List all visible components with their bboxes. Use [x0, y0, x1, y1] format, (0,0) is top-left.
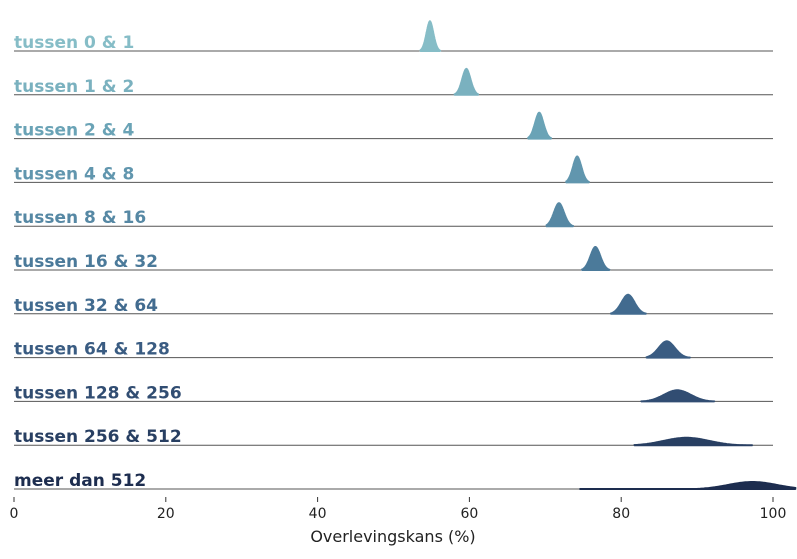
density-ridge — [579, 481, 797, 490]
density-ridge — [633, 436, 753, 446]
ridge-row: tussen 128 & 256 — [14, 383, 773, 403]
ridge-row: tussen 2 & 4 — [14, 111, 773, 141]
row-label: tussen 0 & 1 — [14, 33, 134, 53]
ridge-row: tussen 16 & 32 — [14, 246, 773, 272]
x-tick-label: 60 — [460, 506, 478, 522]
ridge-row: tussen 32 & 64 — [14, 293, 773, 316]
density-ridge — [453, 67, 479, 96]
chart-rows: tussen 0 & 1 tussen 1 & 2 tussen 2 & 4 tuss… — [14, 20, 797, 491]
row-label: tussen 128 & 256 — [14, 383, 182, 403]
x-tick-label: 100 — [760, 506, 787, 522]
density-ridge — [545, 202, 574, 227]
ridge-row: tussen 256 & 512 — [14, 427, 773, 447]
row-label: tussen 4 & 8 — [14, 164, 134, 184]
x-axis: 0 20 40 60 80 100 — [10, 497, 787, 522]
density-ridge — [640, 389, 716, 402]
x-tick-label: 20 — [157, 506, 175, 522]
row-label: tussen 64 & 128 — [14, 340, 170, 360]
density-ridge — [527, 111, 552, 140]
row-label: tussen 1 & 2 — [14, 77, 134, 97]
x-tick-label: 80 — [612, 506, 630, 522]
ridge-row: tussen 8 & 16 — [14, 202, 773, 228]
density-ridge — [565, 155, 590, 183]
row-label: tussen 256 & 512 — [14, 427, 182, 447]
density-ridge — [610, 293, 647, 315]
ridge-row: tussen 1 & 2 — [14, 67, 773, 97]
ridge-row: tussen 64 & 128 — [14, 340, 773, 360]
ridge-row: meer dan 512 — [14, 471, 797, 491]
row-label: tussen 16 & 32 — [14, 252, 158, 272]
density-ridge — [645, 340, 691, 359]
row-label: tussen 32 & 64 — [14, 296, 158, 316]
x-axis-title: Overlevingskans (%) — [310, 527, 475, 546]
density-ridge — [419, 20, 442, 52]
x-tick-label: 40 — [309, 506, 327, 522]
row-label: tussen 2 & 4 — [14, 121, 135, 141]
x-tick-label: 0 — [10, 506, 19, 522]
ridge-row: tussen 0 & 1 — [14, 20, 773, 53]
ridge-row: tussen 4 & 8 — [14, 155, 773, 184]
row-label: tussen 8 & 16 — [14, 208, 146, 228]
row-label: meer dan 512 — [14, 471, 146, 491]
density-ridge — [581, 246, 611, 271]
